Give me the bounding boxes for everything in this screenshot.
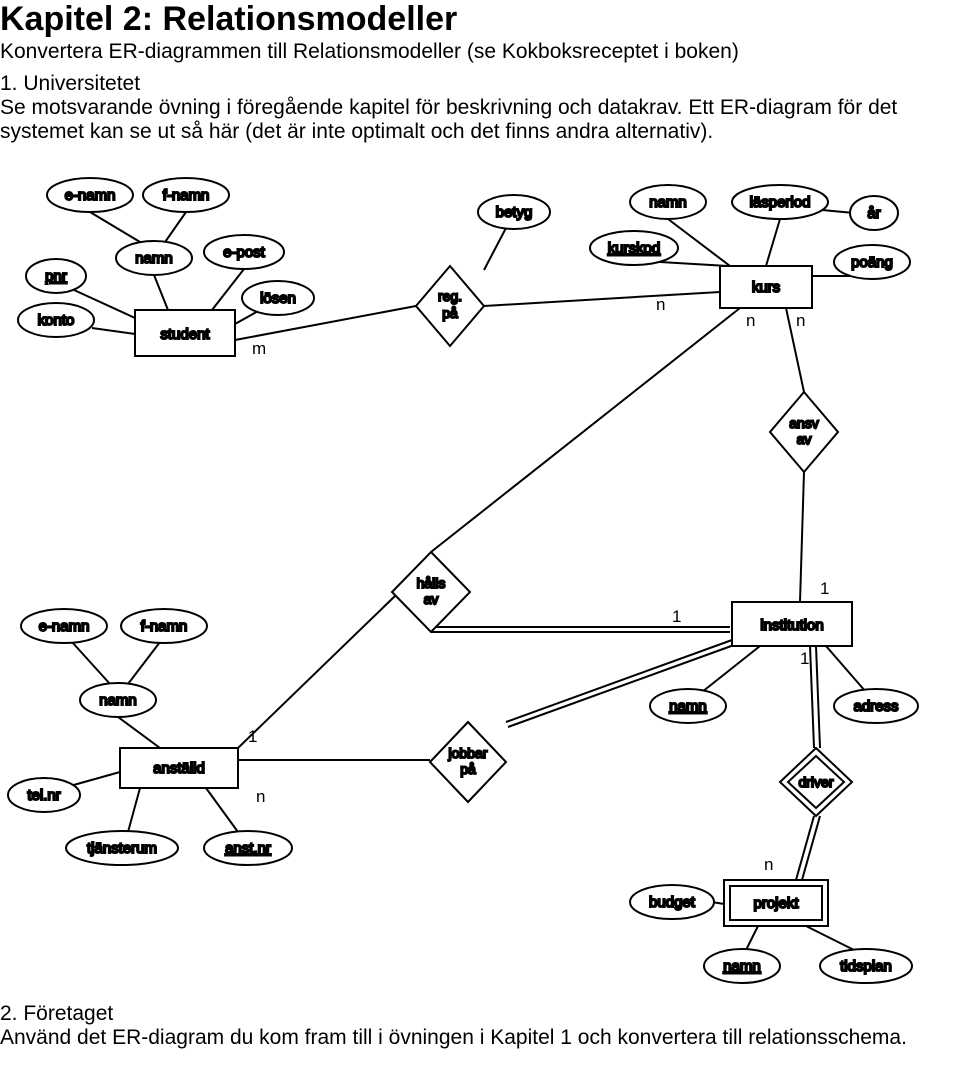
rel-driver: driver — [780, 748, 852, 816]
svg-text:anställd: anställd — [153, 760, 205, 777]
svg-text:på: på — [460, 761, 476, 777]
svg-text:reg.: reg. — [438, 288, 462, 304]
entity-projekt: projekt — [724, 880, 828, 926]
attr-label-poang: poäng — [851, 254, 893, 271]
attr-label-telnr: tel.nr — [27, 787, 60, 804]
entity-kurs: kurs — [720, 266, 812, 308]
attr-label-e_post: e-post — [223, 244, 266, 261]
attr-label-tjansterum: tjänsterum — [87, 840, 157, 857]
card-inst-halls: 1 — [672, 607, 681, 626]
svg-text:på: på — [442, 305, 458, 321]
attr-label-e_namn2: e-namn — [39, 618, 90, 635]
card-projekt-driver: n — [764, 855, 773, 874]
attr-label-f_namn2: f-namn — [141, 618, 188, 635]
attr-label-pnr: pnr — [45, 268, 67, 285]
card-kurs-ansv: n — [796, 311, 805, 330]
svg-text:av: av — [797, 431, 812, 447]
entity-institution: institution — [732, 602, 852, 646]
attr-label-konto: konto — [38, 312, 75, 329]
attr-label-budget: budget — [649, 894, 696, 911]
er-diagram: student kurs institution anställd projek… — [0, 0, 960, 1000]
card-kurs-reg: n — [656, 295, 665, 314]
rel-ansv-av: ansv av — [770, 392, 838, 472]
svg-text:ansv: ansv — [789, 415, 819, 431]
rel-reg-pa: reg. på — [416, 266, 484, 346]
section-2-heading: 2. Företaget — [0, 1002, 113, 1026]
attr-label-anstnr: anst.nr — [225, 840, 271, 857]
attr-label-namn_proj: namn — [723, 958, 761, 975]
svg-text:jobbar: jobbar — [448, 745, 488, 761]
svg-text:kurs: kurs — [752, 279, 780, 296]
svg-text:projekt: projekt — [753, 895, 799, 912]
card-anst-halls: 1 — [248, 727, 257, 746]
rel-halls-av: hålls av — [392, 552, 470, 632]
attr-label-namn_anst: namn — [99, 692, 137, 709]
card-inst-jobbar: 1 — [800, 649, 809, 668]
attr-label-ar: år — [867, 205, 880, 222]
attr-label-namn1: namn — [135, 250, 173, 267]
svg-text:hålls: hålls — [417, 575, 446, 591]
card-inst-ansv: 1 — [820, 579, 829, 598]
card-student-reg: m — [252, 339, 266, 358]
attr-label-kurskod: kurskod — [608, 240, 661, 257]
svg-text:institution: institution — [760, 617, 823, 634]
attr-label-tidsplan: tidsplan — [840, 958, 892, 975]
card-kurs-halls: n — [746, 311, 755, 330]
attr-label-e_namn1: e-namn — [65, 187, 116, 204]
page: Kapitel 2: Relationsmodeller Konvertera … — [0, 0, 960, 1092]
entity-anstalld: anställd — [120, 748, 238, 788]
attr-label-f_namn1: f-namn — [163, 187, 210, 204]
svg-text:driver: driver — [798, 774, 833, 790]
svg-text:av: av — [424, 591, 439, 607]
card-anst-jobbar: n — [256, 787, 265, 806]
attr-label-adress: adress — [853, 698, 898, 715]
svg-text:student: student — [160, 326, 210, 343]
attr-label-betyg: betyg — [496, 204, 533, 221]
attr-label-namn_inst: namn — [669, 698, 707, 715]
attr-label-namn_kurs: namn — [649, 194, 687, 211]
rel-jobbar-pa: jobbar på — [430, 722, 506, 802]
section-2-body: Använd det ER-diagram du kom fram till i… — [0, 1026, 940, 1050]
attr-label-lasperiod: läsperiod — [750, 194, 811, 211]
entity-student: student — [135, 310, 235, 356]
attr-label-losen: lösen — [260, 290, 296, 307]
